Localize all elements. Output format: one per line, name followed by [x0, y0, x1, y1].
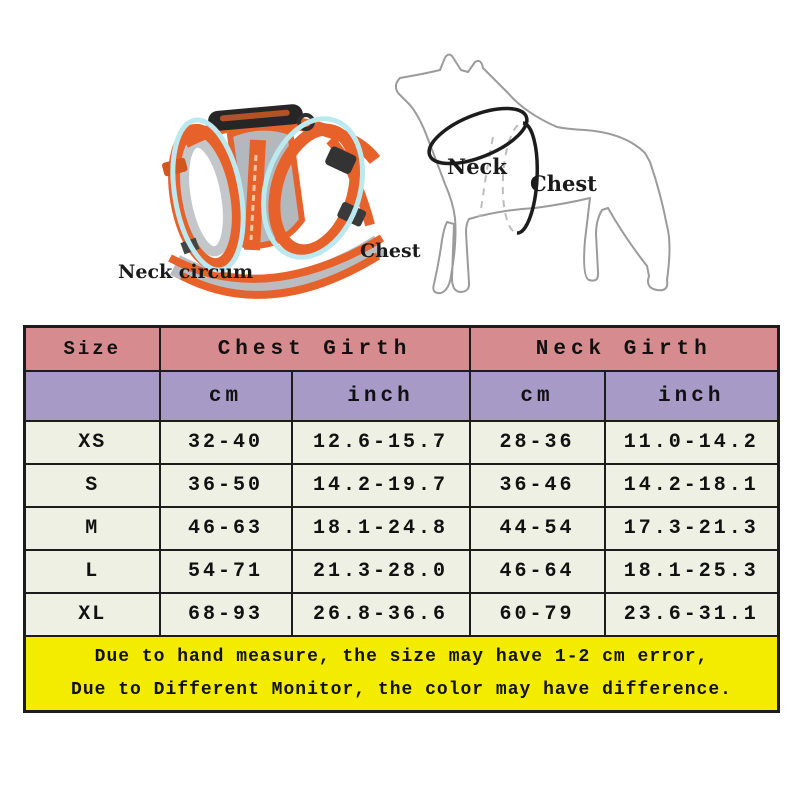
chest-cm-cell: 36-50 [158, 463, 293, 508]
dog-chest-label: Chest [530, 171, 597, 196]
size-cell: L [23, 549, 161, 594]
neck-inch-cell: 11.0-14.2 [603, 420, 780, 465]
table-header-row: Size Chest Girth Neck Girth [23, 325, 780, 372]
table-row-xl: XL 68-93 26.8-36.6 60-79 23.6-31.1 [23, 592, 780, 637]
size-cell: S [23, 463, 161, 508]
chest-highlight-ellipse [260, 116, 366, 260]
neck-highlight-ellipse [170, 117, 246, 273]
harness-neck-label: Neck circum [118, 261, 254, 283]
unit-chest-inch: inch [290, 370, 471, 422]
chest-cm-cell: 54-71 [158, 549, 293, 594]
dog-neck-label: Neck [447, 154, 507, 179]
neck-inch-cell: 17.3-21.3 [603, 506, 780, 551]
disclaimer-note: Due to hand measure, the size may have 1… [23, 635, 780, 713]
col-header-size: Size [23, 325, 161, 372]
chest-girth-arc [516, 121, 539, 235]
neck-cm-cell: 36-46 [468, 463, 606, 508]
table-row-s: S 36-50 14.2-19.7 36-46 14.2-18.1 [23, 463, 780, 508]
neck-cm-cell: 46-64 [468, 549, 606, 594]
dog-outline [395, 53, 671, 295]
chest-cm-cell: 32-40 [158, 420, 293, 465]
col-header-neck-girth: Neck Girth [468, 325, 780, 372]
neck-inch-cell: 23.6-31.1 [603, 592, 780, 637]
chest-inch-cell: 26.8-36.6 [290, 592, 471, 637]
table-row-l: L 54-71 21.3-28.0 46-64 18.1-25.3 [23, 549, 780, 594]
unit-chest-cm: cm [158, 370, 293, 422]
table-row-xs: XS 32-40 12.6-15.7 28-36 11.0-14.2 [23, 420, 780, 465]
note-line-1: Due to hand measure, the size may have 1… [94, 646, 709, 667]
note-line-2: Due to Different Monitor, the color may … [71, 679, 732, 700]
neck-girth-ellipse [427, 106, 529, 166]
dog-measurement-diagram [395, 53, 671, 295]
shoulder-hidden-line [479, 136, 494, 218]
disclaimer-row: Due to hand measure, the size may have 1… [23, 635, 780, 713]
neck-cm-cell: 44-54 [468, 506, 606, 551]
chest-inch-cell: 14.2-19.7 [290, 463, 471, 508]
neck-cm-cell: 28-36 [468, 420, 606, 465]
unit-empty-cell [23, 370, 161, 422]
chest-inch-cell: 21.3-28.0 [290, 549, 471, 594]
harness-chest-label: Chest [360, 240, 421, 262]
harness-handle-shape [208, 104, 303, 131]
table-unit-row: cm inch cm inch [23, 370, 780, 422]
size-cell: M [23, 506, 161, 551]
chest-cm-cell: 68-93 [158, 592, 293, 637]
size-table: Size Chest Girth Neck Girth cm inch cm i… [23, 325, 780, 713]
table-row-m: M 46-63 18.1-24.8 44-54 17.3-21.3 [23, 506, 780, 551]
chest-inch-cell: 18.1-24.8 [290, 506, 471, 551]
col-header-chest-girth: Chest Girth [158, 325, 471, 372]
neck-inch-cell: 18.1-25.3 [603, 549, 780, 594]
illustration-area: Neck circum Chest Neck Chest [0, 0, 800, 322]
unit-neck-cm: cm [468, 370, 606, 422]
neck-cm-cell: 60-79 [468, 592, 606, 637]
chest-inch-cell: 12.6-15.7 [290, 420, 471, 465]
neck-inch-cell: 14.2-18.1 [603, 463, 780, 508]
harness-photo [162, 104, 386, 299]
size-cell: XL [23, 592, 161, 637]
unit-neck-inch: inch [603, 370, 780, 422]
chest-cm-cell: 46-63 [158, 506, 293, 551]
size-cell: XS [23, 420, 161, 465]
